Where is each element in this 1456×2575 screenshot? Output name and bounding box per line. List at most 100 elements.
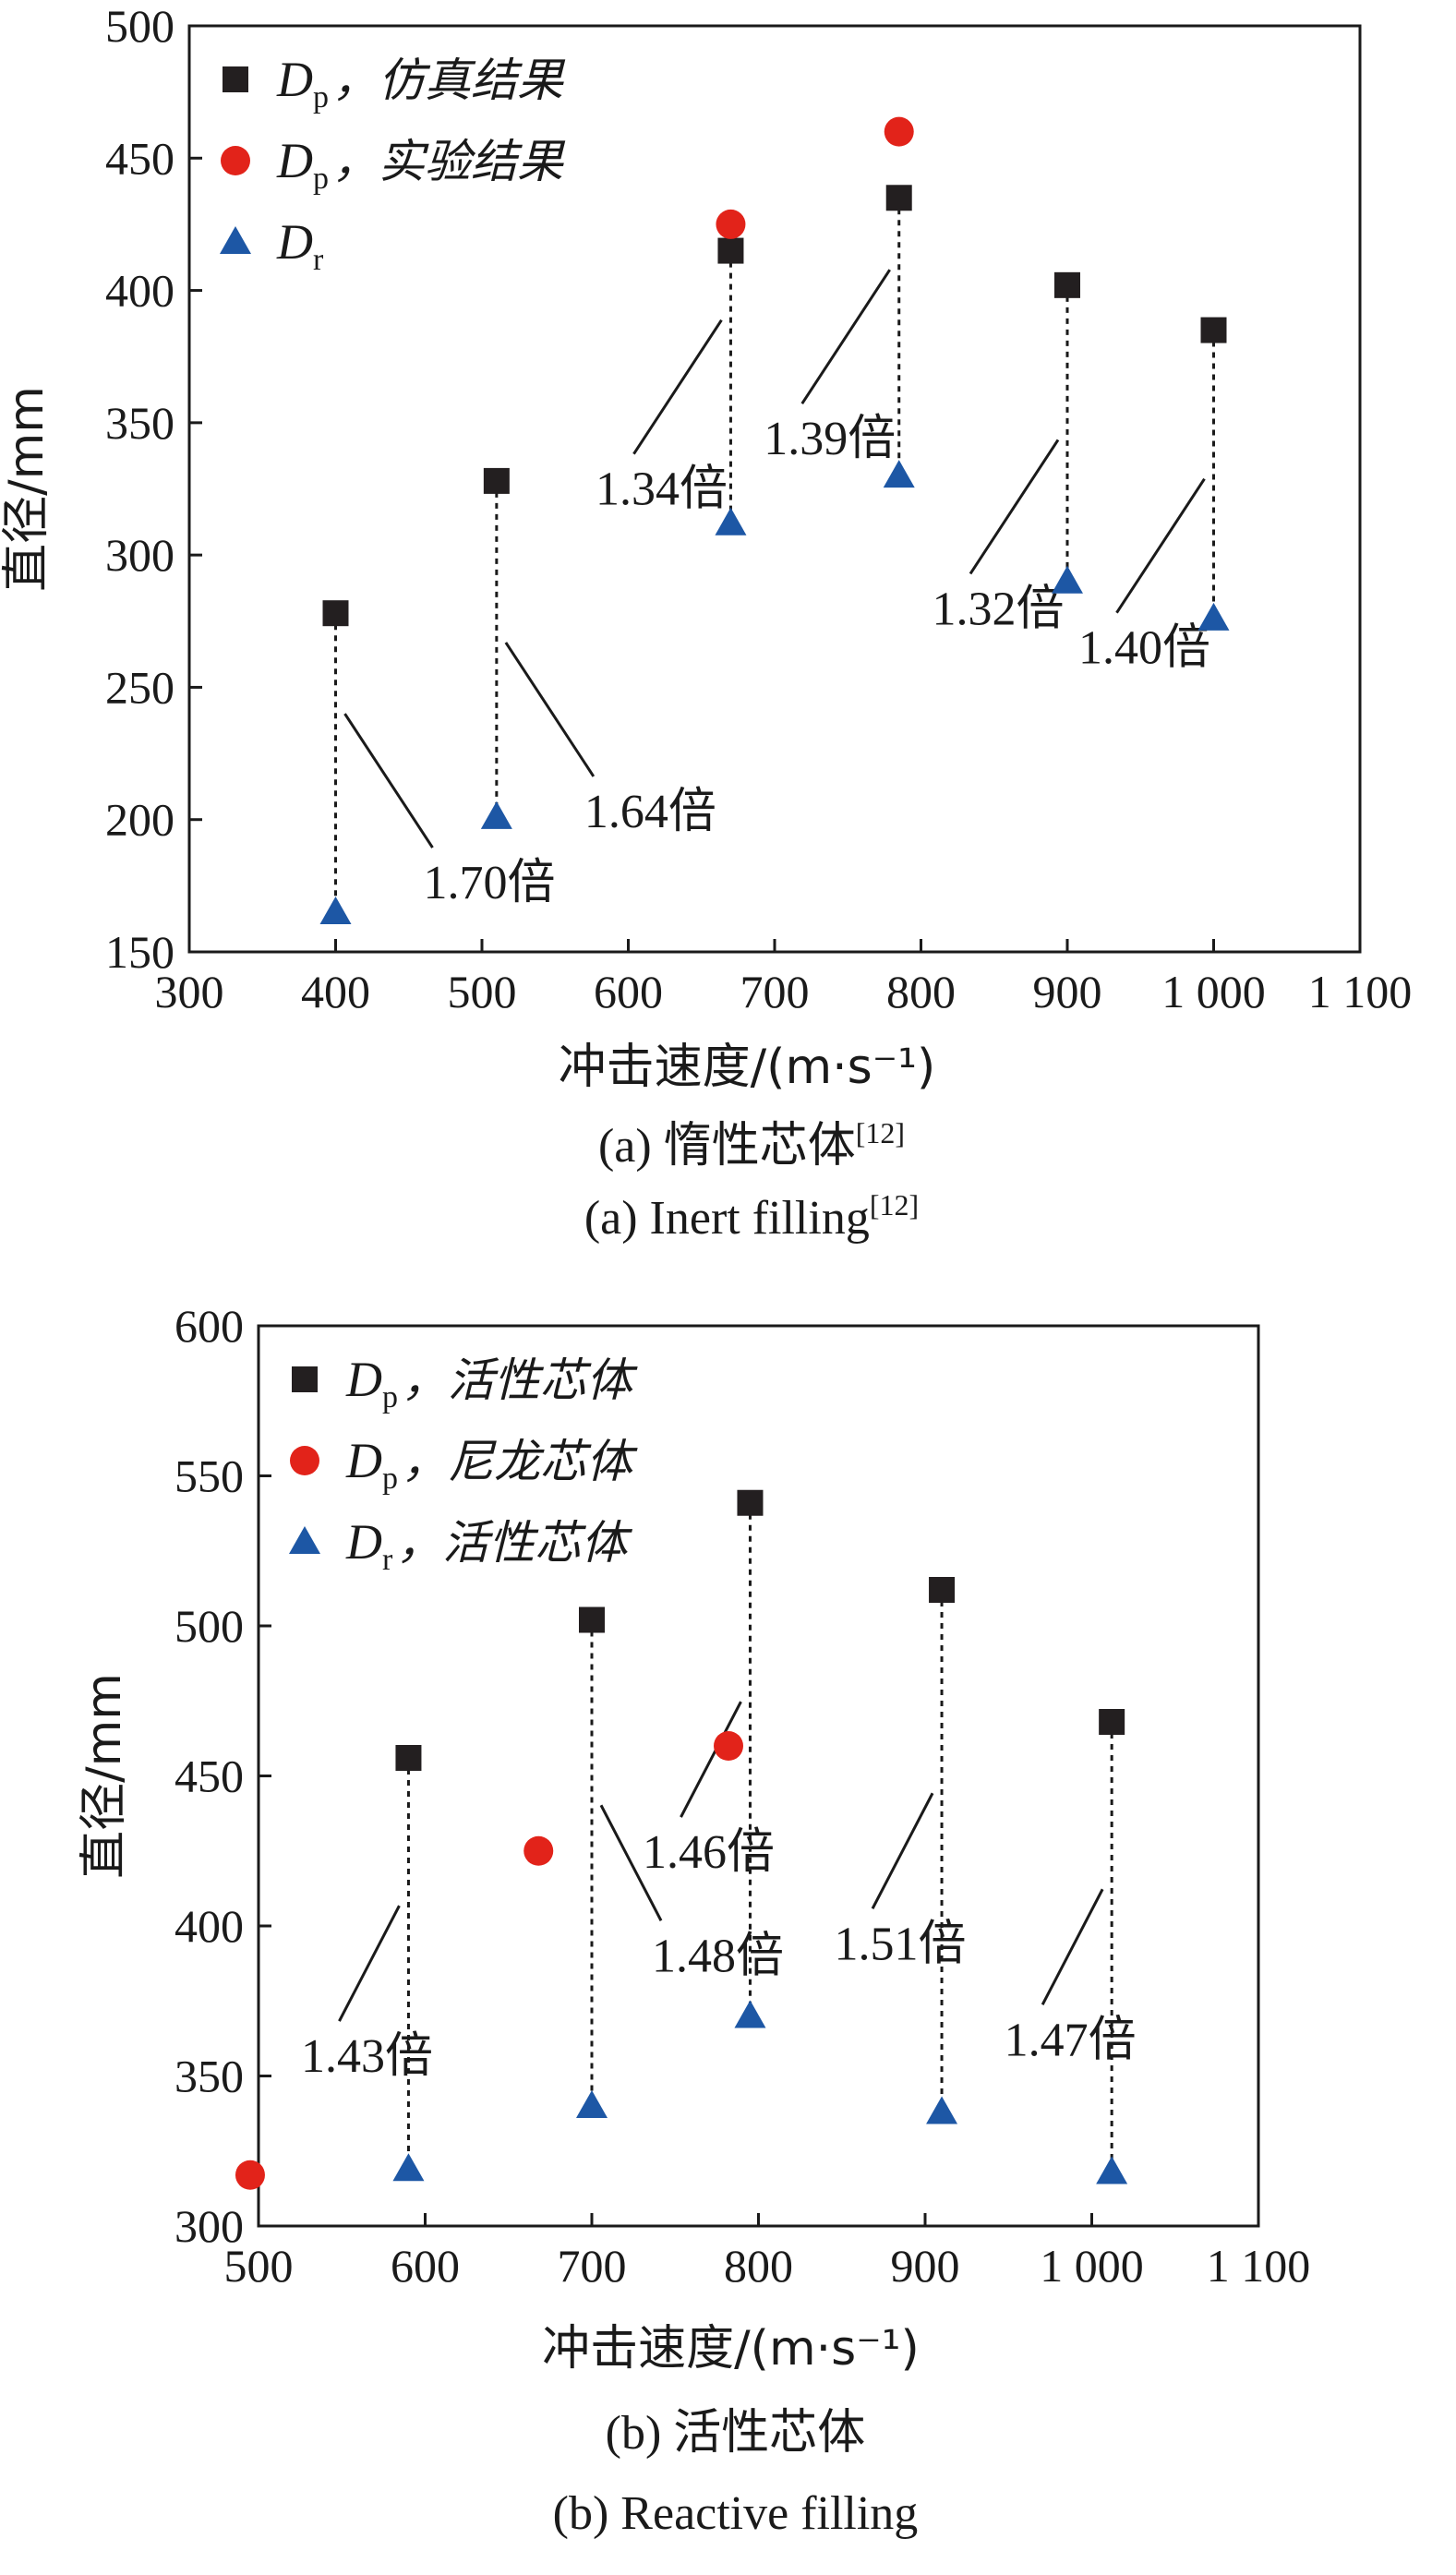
data-point-square [1054, 271, 1080, 298]
caption-en: (b) Reactive filling [553, 2487, 919, 2540]
data-point-triangle [1052, 565, 1083, 594]
y-tick-label: 400 [105, 265, 174, 317]
data-point-triangle [392, 2153, 425, 2182]
data-point-triangle [576, 2090, 608, 2118]
data-point-triangle [1197, 602, 1230, 631]
data-point-square [717, 237, 744, 264]
legend-marker-square [223, 66, 248, 92]
x-tick-label: 700 [740, 966, 810, 1017]
data-point-square [579, 1606, 605, 1633]
ratio-leader [1041, 1888, 1104, 2005]
data-point-circle [523, 1835, 554, 1866]
data-point-square [885, 185, 912, 211]
data-point-triangle [715, 507, 747, 535]
ratio-leader [343, 713, 434, 848]
data-point-square [1099, 1709, 1125, 1735]
ratio-label: 1.46倍 [643, 1826, 775, 1879]
caption-cn: (a) 惰性芯体[12] [598, 1116, 905, 1173]
y-tick-label: 150 [105, 926, 174, 978]
x-tick-label: 1 100 [1207, 2240, 1311, 2292]
ratio-label: 1.40倍 [1078, 622, 1210, 675]
x-tick-label: 900 [891, 2240, 960, 2292]
ratio-leader [871, 1792, 934, 1909]
data-point-circle [714, 1731, 744, 1761]
x-tick-label: 1 100 [1308, 966, 1413, 1017]
legend-entry: Dp，活性芯体 [345, 1352, 638, 1414]
legend-marker-triangle [289, 1526, 320, 1554]
x-tick-label: 600 [594, 966, 663, 1017]
caption-cn: (b) 活性芯体 [606, 2407, 866, 2460]
y-tick-label: 500 [105, 0, 174, 52]
x-tick-label: 1 000 [1040, 2240, 1144, 2292]
ratio-label: 1.48倍 [652, 1930, 784, 1982]
legend-entry: Dp，仿真结果 [276, 52, 566, 114]
ratio-label: 1.64倍 [584, 786, 716, 838]
data-point-square [929, 1577, 956, 1603]
data-point-triangle [734, 2000, 766, 2028]
x-axis-label: 冲击速度/(m·s⁻¹) [559, 1040, 936, 1095]
legend-marker-square [292, 1366, 318, 1392]
data-point-square [1200, 317, 1227, 343]
data-point-square [737, 1489, 764, 1516]
data-point-triangle [1096, 2156, 1128, 2184]
y-axis-label: 直径/mm [0, 386, 54, 592]
y-tick-label: 350 [105, 397, 174, 449]
x-tick-label: 1 000 [1161, 966, 1266, 1017]
x-tick-label: 300 [155, 966, 224, 1017]
data-point-triangle [883, 460, 915, 488]
ratio-leader [969, 439, 1060, 575]
legend-entry: Dp，实验结果 [276, 133, 566, 196]
data-point-circle [235, 2160, 265, 2190]
y-tick-label: 250 [105, 661, 174, 713]
ratio-leader [680, 1701, 742, 1818]
chart-a: 150 200 250 300 350 400 450 500 300 400 500 600 700 8… [0, 0, 1412, 1245]
data-point-square [483, 467, 510, 494]
y-tick-label: 300 [174, 2200, 244, 2252]
data-point-circle [716, 209, 746, 239]
ratio-leader [1115, 477, 1206, 614]
ratio-label: 1.39倍 [764, 413, 896, 465]
x-tick-label: 500 [224, 2240, 294, 2292]
y-tick-label: 450 [174, 1751, 244, 1802]
chart-b: 300 350 400 450 500 550 600 500 600 700 800 900 1 00… [77, 1300, 1310, 2540]
legend-marker-triangle [220, 226, 251, 254]
data-point-circle [884, 116, 914, 147]
y-tick-label: 550 [174, 1450, 244, 1502]
y-tick-label: 350 [174, 2051, 244, 2102]
data-point-triangle [926, 2096, 958, 2124]
ratio-leader [338, 1905, 401, 2022]
ratio-leader [632, 319, 723, 455]
x-axis-label: 冲击速度/(m·s⁻¹) [542, 2321, 920, 2376]
x-tick-label: 700 [558, 2240, 627, 2292]
ratio-leader [504, 642, 596, 777]
ratio-label: 1.47倍 [1005, 2014, 1137, 2066]
data-point-square [395, 1745, 422, 1771]
ratio-label: 1.32倍 [932, 583, 1064, 635]
legend-marker-circle [221, 146, 250, 175]
caption-en: (a) Inert filling[12] [584, 1188, 919, 1245]
y-tick-label: 600 [174, 1300, 244, 1352]
data-point-triangle [480, 800, 512, 829]
x-tick-label: 900 [1033, 966, 1102, 1017]
y-tick-label: 450 [105, 132, 174, 184]
legend-entry: Dp，尼龙芯体 [345, 1433, 638, 1496]
x-tick-label: 600 [391, 2240, 460, 2292]
y-axis-label: 直径/mm [77, 1673, 132, 1879]
legend-marker-circle [290, 1446, 319, 1475]
y-tick-label: 400 [174, 1900, 244, 1952]
ratio-leader [800, 269, 891, 405]
ratio-label: 1.70倍 [424, 857, 556, 909]
ratio-label: 1.43倍 [301, 2030, 433, 2083]
y-tick-label: 300 [105, 529, 174, 581]
ratio-label: 1.51倍 [835, 1918, 967, 1970]
y-tick-label: 500 [174, 1600, 244, 1652]
x-tick-label: 500 [448, 966, 517, 1017]
y-tick-label: 200 [105, 794, 174, 846]
data-point-square [322, 600, 349, 627]
legend-entry: Dr，活性芯体 [345, 1514, 632, 1577]
x-tick-label: 400 [301, 966, 370, 1017]
ratio-label: 1.34倍 [596, 463, 728, 516]
x-tick-label: 800 [724, 2240, 793, 2292]
data-point-triangle [319, 896, 352, 925]
